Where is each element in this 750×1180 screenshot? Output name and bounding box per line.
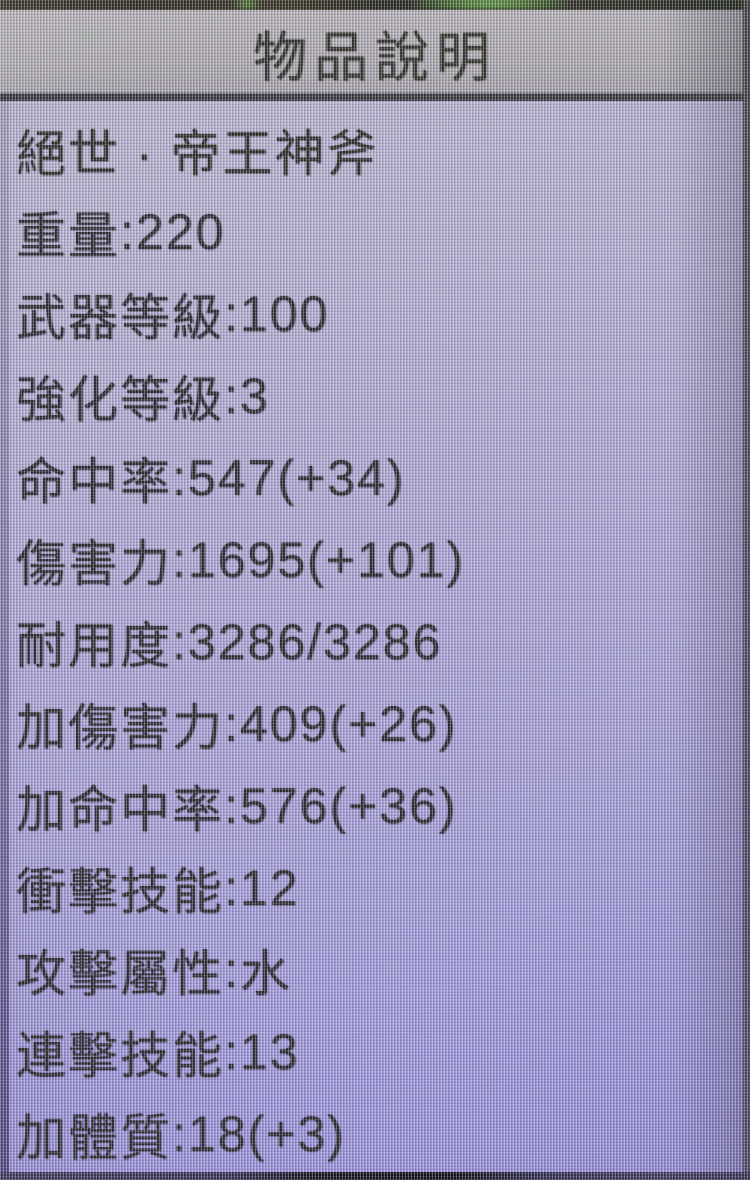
stat-line: 衝擊技能:12 [16,847,750,929]
stat-label: 傷害力 [16,536,172,592]
stat-label: 連擊技能 [16,1028,224,1084]
stat-line: 重量:220 [16,191,750,273]
stat-value: 水 [239,946,292,1002]
stat-value: 18(+3) [187,1106,346,1162]
stat-value: 100 [239,286,330,342]
stat-value: 409(+26) [239,696,458,752]
stat-separator: : [172,532,188,588]
stat-separator: : [224,368,240,424]
stat-value: 1695(+101) [187,532,466,588]
stat-label: 武器等級 [16,290,224,346]
stat-separator: : [224,778,240,834]
stat-separator: : [224,286,240,342]
stat-line: 傷害力:1695(+101) [16,519,750,601]
stat-separator: : [224,860,240,916]
stat-value: 12 [239,860,300,916]
stat-separator: : [172,1106,188,1162]
stat-line: 連擊技能:13 [16,1011,750,1093]
stat-line: 武器等級:100 [16,273,750,355]
stat-label: 強化等級 [16,372,224,428]
tooltip-title: 物品說明 [253,27,497,88]
stat-separator: : [224,942,240,998]
stat-value: 576(+36) [239,778,458,834]
stat-value: 3 [239,368,270,424]
stat-separator: : [224,696,240,752]
stat-list: 重量:220 武器等級:100 強化等級:3 命中率:547(+34) 傷害力:1695… [16,191,750,1175]
stat-value: 547(+34) [187,450,406,506]
stat-line: 命中率:547(+34) [16,437,750,519]
stat-value: 3286/3286 [187,614,443,670]
window-bottom-edge [0,1172,750,1180]
stat-line: 耐用度:3286/3286 [16,601,750,683]
stat-label: 重量 [16,208,120,264]
stat-label: 命中率 [16,454,172,510]
stat-line: 加體質:18(+3) [16,1093,750,1175]
stat-separator: : [120,204,136,260]
tooltip-body: 絕世 · 帝王神斧 重量:220 武器等級:100 強化等級:3 命中率:547(+3… [0,101,750,1172]
green-glow-effect-small [233,0,261,10]
stat-label: 攻擊屬性 [16,946,224,1002]
item-name: 絕世 · 帝王神斧 [16,126,379,182]
stat-line: 攻擊屬性: 水 [16,929,750,1011]
stat-label: 衝擊技能 [16,864,224,920]
stat-label: 加命中率 [16,782,224,838]
stat-line: 加傷害力:409(+26) [16,683,750,765]
green-smudge [72,26,106,46]
game-background-edge [0,0,750,11]
tooltip-titlebar: 物品說明 [0,10,750,94]
stat-separator: : [224,1024,240,1080]
stat-line: 強化等級:3 [16,355,750,437]
stat-label: 加體質 [16,1110,172,1166]
stat-label: 耐用度 [16,618,172,674]
stat-value: 220 [135,204,226,260]
stat-separator: : [172,614,188,670]
stat-separator: : [172,450,188,506]
stat-label: 加傷害力 [16,700,224,756]
stat-line: 加命中率:576(+36) [16,765,750,847]
stat-value: 13 [239,1024,300,1080]
green-glow-effect [410,0,570,11]
titlebar-divider [0,94,750,101]
